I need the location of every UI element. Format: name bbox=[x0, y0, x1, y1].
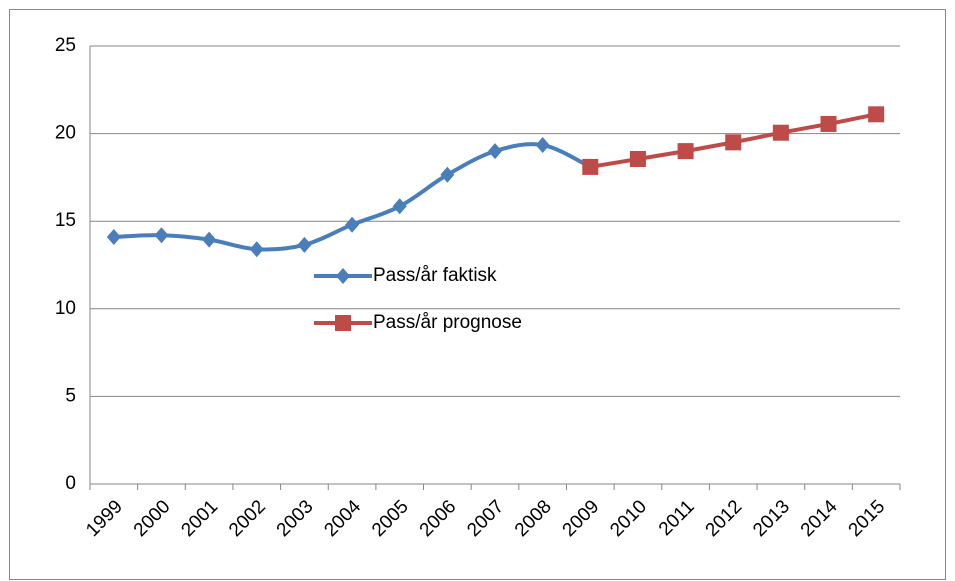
marker bbox=[772, 124, 789, 141]
marker bbox=[629, 151, 646, 168]
marker bbox=[392, 198, 407, 215]
chart-border bbox=[9, 9, 946, 580]
legend-label: Pass/år prognose bbox=[373, 312, 522, 333]
y-tick-label: 15 bbox=[55, 210, 76, 231]
marker bbox=[335, 315, 351, 331]
marker bbox=[535, 136, 550, 153]
marker bbox=[868, 106, 885, 123]
marker bbox=[820, 115, 837, 132]
y-tick-label: 5 bbox=[65, 385, 76, 406]
marker bbox=[488, 143, 502, 160]
marker bbox=[725, 134, 742, 151]
y-tick-label: 10 bbox=[55, 298, 76, 319]
marker bbox=[297, 236, 312, 253]
marker bbox=[440, 166, 455, 183]
y-tick-label: 0 bbox=[65, 473, 76, 494]
marker bbox=[249, 241, 264, 258]
marker bbox=[336, 268, 350, 284]
legend-label: Pass/år faktisk bbox=[373, 265, 497, 286]
marker bbox=[106, 228, 121, 245]
marker bbox=[677, 143, 694, 160]
marker bbox=[154, 227, 169, 244]
marker bbox=[202, 231, 217, 248]
marker bbox=[582, 158, 599, 175]
marker bbox=[345, 216, 360, 233]
y-tick-label: 25 bbox=[55, 35, 76, 56]
y-tick-label: 20 bbox=[55, 123, 76, 144]
